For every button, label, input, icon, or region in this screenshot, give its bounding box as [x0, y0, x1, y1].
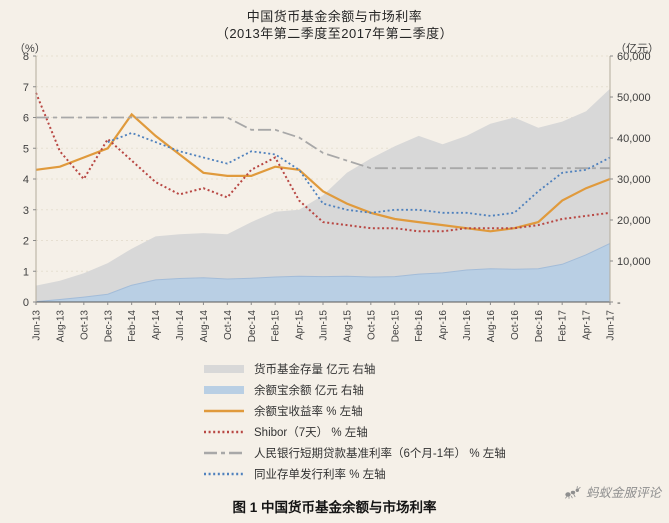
legend-label: Shibor（7天） % 左轴	[254, 426, 368, 439]
series-line	[36, 116, 610, 170]
legend-swatch	[204, 472, 244, 475]
series-line	[35, 112, 611, 233]
legend-item: 余额宝收益率 % 左轴	[203, 400, 506, 421]
legend-label: 余额宝收益率 % 左轴	[254, 405, 363, 418]
y-right-tick-label: 40,000	[617, 133, 651, 145]
legend-label: 同业存单发行利率 % 左轴	[254, 468, 386, 481]
y-left-tick-label: 0	[23, 297, 29, 309]
legend-label: 余额宝余额 亿元 右轴	[254, 384, 364, 397]
legend-item: 余额宝余额 亿元 右轴	[203, 379, 506, 400]
x-tick-label: Aug-15	[342, 310, 353, 343]
x-tick-label: Feb-16	[414, 310, 425, 342]
legend-swatch	[204, 409, 244, 412]
x-tick-label: Apr-15	[295, 310, 306, 340]
x-tick-label: Oct-16	[510, 310, 521, 340]
series-area-edge	[35, 242, 611, 303]
x-tick-label: Jun-15	[319, 310, 330, 341]
series-line	[107, 131, 611, 217]
x-tick-label: Aug-14	[199, 310, 210, 343]
series-line	[35, 92, 611, 233]
figure-caption: 图 1 中国货币基金余额与市场利率	[232, 500, 437, 515]
x-tick-label: Dec-16	[534, 310, 545, 343]
chart-plot-area: 0 1 2 3 4 5 6 7 8 60,000 50,000 40,000 30,000 20,000 1…	[23, 51, 651, 343]
ant-icon	[565, 485, 581, 499]
left-axis-unit-label: （%）	[14, 43, 46, 55]
legend-item: 同业存单发行利率 % 左轴	[203, 463, 506, 484]
series-area	[36, 88, 610, 302]
y-right-tick-label: 10,000	[617, 256, 651, 268]
x-tick-label: Oct-15	[366, 310, 377, 340]
x-tick-label: Apr-14	[151, 310, 162, 340]
legend-swatch	[204, 364, 244, 373]
x-tick-label: Feb-17	[558, 310, 569, 342]
y-left-tick-label: 3	[23, 205, 29, 217]
legend-item: Shibor（7天） % 左轴	[203, 421, 506, 442]
x-tick-label: Oct-14	[223, 310, 234, 340]
y-right-tick-label: 30,000	[617, 174, 651, 186]
x-tick-label: Jun-14	[175, 310, 186, 341]
chart-title: 中国货币基金余额与市场利率	[246, 9, 423, 24]
y-right-tick-label: 60,000	[617, 51, 651, 63]
y-left-tick-label: 5	[23, 143, 29, 155]
y-right-tick-label: 20,000	[617, 215, 651, 227]
legend-swatch	[204, 385, 244, 394]
watermark-text: 蚂蚁金服评论	[585, 486, 661, 500]
x-tick-label: Feb-15	[271, 310, 282, 342]
right-axis-unit-label: （亿元）	[615, 43, 659, 55]
x-tick-label: Jun-17	[606, 310, 617, 341]
y-left-tick-label: 8	[23, 51, 29, 63]
x-tick-label: Dec-15	[390, 310, 401, 343]
y-left-tick-label: 6	[23, 113, 29, 125]
y-left-tick-label: 1	[23, 266, 29, 278]
y-left-tick-label: 7	[23, 82, 29, 94]
series-area	[36, 243, 610, 302]
y-left-tick-label: 4	[23, 174, 29, 186]
y-right-tick-label: -	[617, 297, 621, 309]
legend-swatch	[204, 451, 244, 454]
x-tick-label: Feb-14	[127, 310, 138, 342]
chart-subtitle: （2013年第二季度至2017年第二季度）	[215, 26, 454, 41]
x-tick-label: Aug-13	[55, 310, 66, 343]
x-tick-label: Oct-13	[79, 310, 90, 340]
legend-label: 人民银行短期贷款基准利率（6个月-1年） % 左轴	[254, 447, 506, 460]
watermark: 蚂蚁金服评论	[564, 482, 661, 501]
x-tick-label: Jun-13	[32, 310, 43, 341]
x-tick-label: Apr-16	[438, 310, 449, 340]
y-left-tick-label: 2	[23, 236, 29, 248]
x-tick-label: Aug-16	[486, 310, 497, 343]
x-tick-label: Jun-16	[462, 310, 473, 341]
x-tick-label: Apr-17	[582, 310, 593, 340]
legend-item: 人民银行短期贷款基准利率（6个月-1年） % 左轴	[203, 442, 506, 463]
legend-swatch	[204, 430, 244, 433]
legend-item: 货币基金存量 亿元 右轴	[203, 358, 506, 379]
chart-legend: 货币基金存量 亿元 右轴 余额宝余额 亿元 右轴 余额宝收益率 % 左轴 Shibor…	[203, 358, 506, 484]
x-tick-label: Dec-14	[247, 310, 258, 343]
x-tick-label: Dec-13	[103, 310, 114, 343]
y-right-tick-label: 50,000	[617, 92, 651, 104]
legend-label: 货币基金存量 亿元 右轴	[254, 363, 376, 376]
